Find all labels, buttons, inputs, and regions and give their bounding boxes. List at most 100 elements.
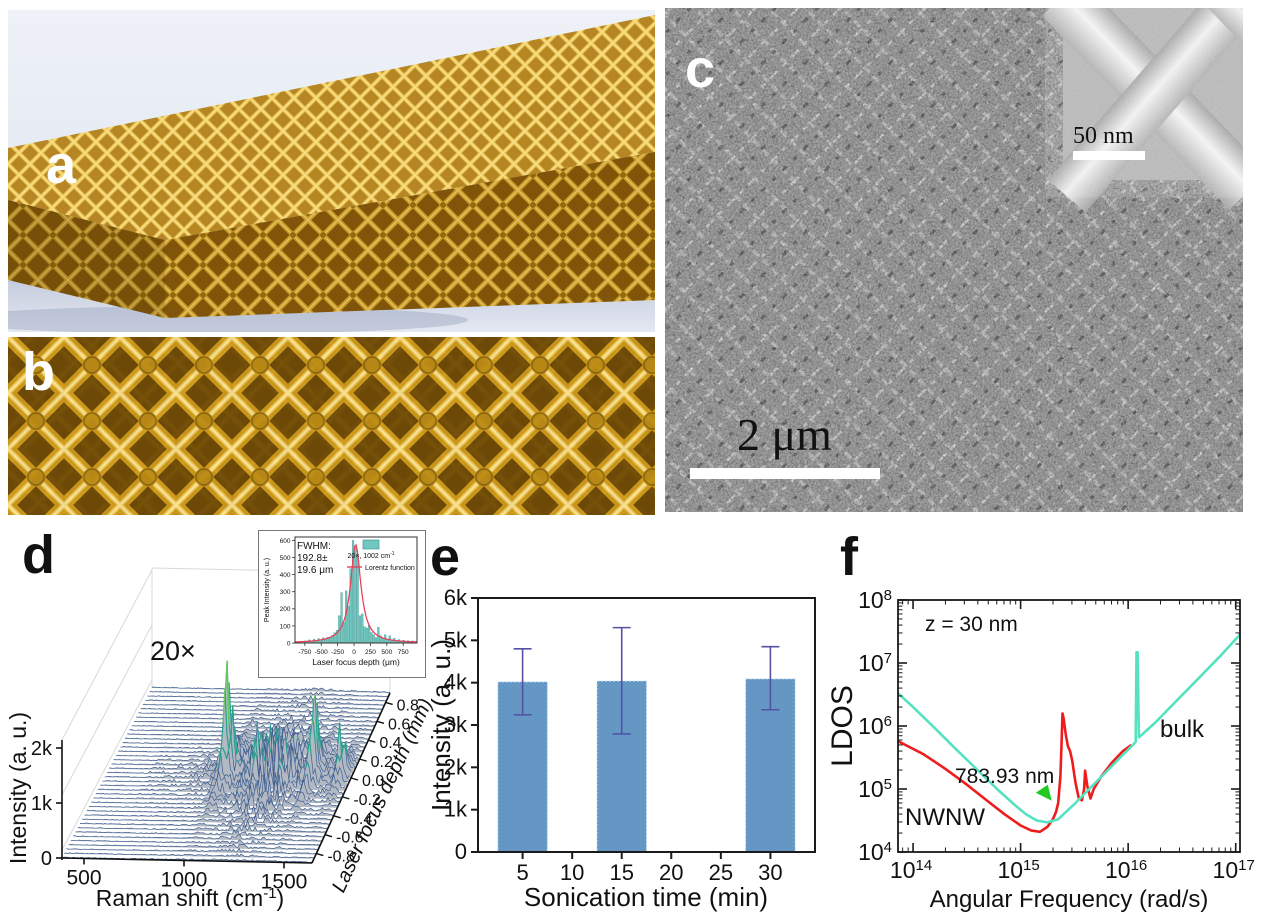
- histogram-bar: [361, 613, 364, 644]
- waterfall-trace: [145, 699, 385, 706]
- waterfall-trace: [151, 686, 390, 693]
- panel-label-c: c: [685, 39, 716, 99]
- ldos-x-axis-label: Angular Frequency (rad/s): [930, 886, 1209, 913]
- main-scalebar-label: 2 μm: [737, 409, 832, 460]
- waterfall-trace: [75, 829, 324, 838]
- tick-label: 1016: [1105, 857, 1147, 884]
- waterfall-trace: [136, 714, 377, 723]
- tick-label: 4k: [444, 670, 468, 695]
- tick-label: 500: [66, 866, 101, 889]
- tick-label: 0: [352, 649, 356, 656]
- waterfall-peak-highlight: [218, 752, 310, 770]
- waterfall-trace: [93, 782, 340, 803]
- waterfall-trace: [64, 852, 314, 859]
- tick-label: -500: [315, 649, 328, 656]
- x-axis: [61, 857, 313, 864]
- panel-d: 0 1k 2k 500 1000 1500 0.8 0.6 0.4 0.2 0.0 -0.2 -0.4-…: [0, 520, 445, 914]
- lattice-closeup-render: [8, 337, 655, 515]
- waterfall-y-axis-label: Intensity (a. u.): [5, 712, 31, 864]
- histogram-bar: [381, 638, 384, 644]
- grid-line: [61, 624, 153, 796]
- waterfall-trace-fill: [91, 790, 338, 808]
- tick-label: 0.8: [397, 697, 419, 714]
- bars-y-axis-label: Intensity (a. u.): [430, 639, 456, 811]
- waterfall-trace: [77, 825, 326, 833]
- scalebar-inset: [1073, 151, 1145, 160]
- lattice-render: [0, 10, 655, 334]
- histogram-bar: [363, 626, 366, 644]
- panel-e: 0 1k 2k 3k 4k 5k 6k 5 10 15 20 25 30 Intensity (a. u…: [426, 525, 840, 914]
- tick-label: 0.4: [379, 735, 401, 752]
- panel-f: 1014 1015 1016 1017 108 107 106 105 104 z = 30 n…: [826, 525, 1269, 914]
- tick-label: 106: [858, 713, 892, 740]
- tick-label: 300: [280, 589, 291, 596]
- tick-label: 400: [280, 572, 291, 579]
- tick-label: 25: [709, 860, 733, 885]
- waterfall-trace: [129, 723, 371, 735]
- z-annotation: z = 30 nm: [925, 613, 1018, 636]
- waterfall-trace: [82, 814, 330, 825]
- waterfall-trace: [149, 691, 389, 697]
- histogram-bar: [324, 639, 327, 644]
- tick-label: 750: [398, 649, 409, 656]
- waterfall-trace-fill: [147, 695, 387, 702]
- waterfall-trace: [68, 843, 318, 850]
- waterfall-trace-fill: [77, 825, 326, 834]
- fwhm-annotation-line3: 19.6 μm: [297, 565, 333, 576]
- histogram-bar: [342, 622, 345, 644]
- tick-label: 10: [560, 860, 584, 885]
- focus-histogram-svg: 0 100 200 300 400 500 600 -750 -500 -250 0 250 500 75…: [264, 536, 418, 667]
- waterfall-trace: [125, 728, 367, 744]
- grid-line: [61, 569, 153, 741]
- waterfall-trace-fill: [152, 687, 390, 693]
- tick-label: 2k: [444, 754, 468, 779]
- sem-image: 50 nm 2 μm: [665, 0, 1269, 512]
- panel-b: b: [8, 337, 655, 515]
- tick-label: 105: [858, 776, 892, 803]
- wavelength-marker: [1035, 784, 1052, 801]
- tick-label: -0.6: [336, 830, 364, 847]
- tick-mark: [333, 815, 341, 819]
- tick-label: 1k: [444, 797, 468, 822]
- panel-label-a: a: [46, 135, 77, 195]
- legend-label-histogram: 20×, 1002 cm-1: [347, 551, 394, 560]
- waterfall-trace-fill: [86, 803, 334, 817]
- inset-scalebar-label: 50 nm: [1073, 123, 1134, 149]
- tick-label: -750: [298, 649, 311, 656]
- tick-label: -0.2: [353, 792, 381, 809]
- panel-a: a: [0, 10, 655, 334]
- tick-label: 30: [758, 860, 782, 885]
- fwhm-annotation-line1: FWHM:: [297, 541, 331, 552]
- lattice-right-shade: [165, 152, 655, 318]
- tick-mark: [359, 758, 367, 762]
- waterfall-trace: [84, 809, 332, 820]
- waterfall-trace: [142, 703, 383, 710]
- waterfall-trace-fill: [64, 852, 314, 859]
- ldos-y-axis-label: LDOS: [830, 685, 859, 767]
- waterfall-trace-fill: [66, 848, 316, 855]
- waterfall-trace-fill: [143, 704, 383, 710]
- panel-label-b: b: [22, 342, 55, 402]
- panel-label-d: d: [22, 525, 55, 585]
- histogram-bar: [370, 632, 373, 644]
- waterfall-trace: [138, 710, 379, 718]
- tick-label: 1500: [261, 870, 308, 893]
- tick-label: 104: [858, 839, 892, 866]
- lorentz-fit-curve: [295, 543, 418, 643]
- series-label-nwnw: NWNW: [905, 804, 985, 831]
- waterfall-trace: [88, 797, 336, 812]
- tick-label: 1000: [161, 868, 208, 891]
- inset-y-axis-label: Peak Intensity (a. u.): [264, 558, 271, 622]
- histogram-bar: [356, 554, 359, 644]
- tick-label: 250: [365, 649, 376, 656]
- tick-label: 3k: [444, 712, 468, 737]
- tick-label: 1017: [1213, 857, 1255, 884]
- tick-label: 600: [280, 538, 291, 545]
- tick-label: 200: [280, 606, 291, 613]
- waterfall-trace: [95, 774, 342, 798]
- waterfall-trace: [100, 753, 346, 790]
- histogram-bar: [358, 615, 361, 644]
- render-floor: [8, 278, 655, 332]
- waterfall-trace-fill: [82, 815, 330, 825]
- waterfall-trace-fill: [89, 797, 336, 812]
